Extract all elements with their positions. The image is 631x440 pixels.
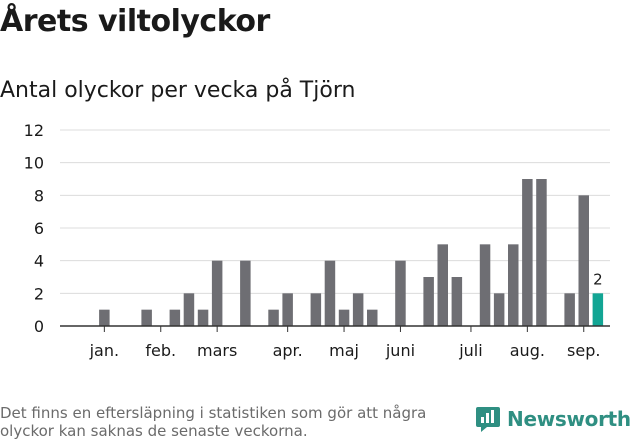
chart-subtitle: Antal olyckor per vecka på Tjörn bbox=[0, 78, 356, 103]
bar bbox=[451, 277, 463, 326]
newsworthy-logo: Newsworthy bbox=[475, 405, 631, 433]
x-tick-label: jan. bbox=[89, 341, 119, 360]
bar bbox=[522, 179, 533, 326]
bar bbox=[395, 260, 406, 326]
bar bbox=[352, 293, 364, 326]
bar-chart: 0 2 4 6 8 10 12 2 jan. feb. mars apr. maj juni juli aug… bbox=[24, 121, 610, 360]
bar bbox=[493, 293, 505, 326]
x-tick-label: maj bbox=[329, 341, 359, 360]
bar bbox=[268, 309, 279, 326]
bar bbox=[564, 293, 575, 326]
bar bbox=[169, 309, 181, 326]
y-tick-label: 12 bbox=[24, 121, 44, 140]
bar bbox=[437, 244, 448, 326]
bar bbox=[99, 309, 110, 326]
y-tick-label: 6 bbox=[34, 219, 44, 238]
x-tick-label: mars bbox=[197, 341, 237, 360]
bar bbox=[536, 179, 547, 326]
chart-title: Årets viltolyckor bbox=[0, 4, 270, 39]
bar bbox=[197, 309, 209, 326]
bar bbox=[211, 260, 223, 326]
bar bbox=[183, 293, 195, 326]
bar bbox=[338, 309, 350, 326]
x-tick-label: sep. bbox=[567, 341, 600, 360]
data-label: 2 bbox=[593, 270, 603, 288]
bar bbox=[367, 309, 378, 326]
bar bbox=[141, 309, 152, 326]
x-tick-label: feb. bbox=[145, 341, 176, 360]
x-tick-label: juni bbox=[385, 341, 415, 360]
y-tick-label: 8 bbox=[34, 186, 44, 205]
bar bbox=[508, 244, 519, 326]
bar bbox=[578, 195, 589, 326]
x-tick-label: juli bbox=[458, 341, 482, 360]
y-tick-label: 0 bbox=[34, 317, 44, 336]
y-tick-label: 4 bbox=[34, 252, 44, 271]
footnote: Det finns en eftersläpning i statistiken… bbox=[0, 404, 427, 440]
y-tick-label: 2 bbox=[34, 284, 44, 303]
newsworthy-icon bbox=[476, 407, 500, 432]
bar bbox=[423, 277, 434, 326]
bar bbox=[282, 293, 293, 326]
bar bbox=[324, 260, 336, 326]
x-tick-label: apr. bbox=[273, 341, 303, 360]
bar bbox=[310, 293, 322, 326]
highlight-bar bbox=[592, 293, 604, 326]
brand-name: Newsworthy bbox=[507, 407, 631, 431]
bar bbox=[240, 260, 251, 326]
y-tick-label: 10 bbox=[24, 154, 44, 173]
bar bbox=[479, 244, 491, 326]
x-tick-label: aug. bbox=[510, 341, 545, 360]
